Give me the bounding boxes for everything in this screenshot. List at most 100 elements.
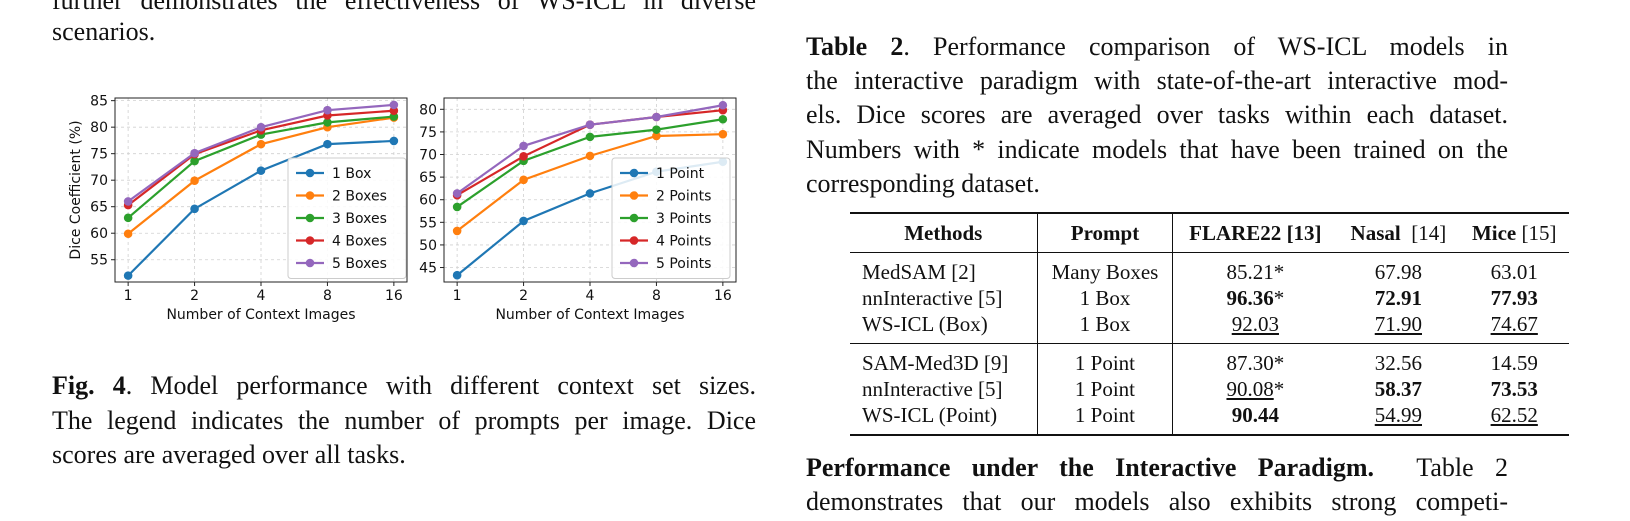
table-row: SAM-Med3D [9] 1 Point 87.30* 32.56 14.59 [850,343,1569,376]
table-caption-line-3: els. Dice scores are averaged over tasks… [806,100,1508,129]
cell-method: SAM-Med3D [9] [850,343,1038,376]
data-point [585,189,595,198]
x-tick-label: 8 [323,288,332,304]
results-table: Methods Prompt FLARE22 [13] Nasal [14] M… [850,212,1569,436]
legend-label: 4 Points [656,234,711,250]
section-heading-line: Performance under the Interactive Paradi… [806,451,1508,485]
x-tick-label: 1 [453,288,462,304]
data-point [123,271,133,280]
y-tick-label: 65 [90,200,108,216]
data-point [190,176,199,186]
y-tick-label: 80 [90,120,108,136]
cell-flare: 92.03 [1231,312,1279,336]
legend-label: 1 Point [656,166,705,182]
x-tick-label: 4 [586,288,595,304]
data-point [652,131,661,141]
data-point [585,151,595,161]
y-tick-label: 70 [90,173,108,189]
section-text-line-2: demonstrates that our models also exhibi… [806,487,1508,516]
table-row: nnInteractive [5] 1 Box 96.36* 72.91 77.… [850,285,1569,311]
x-tick-label: 16 [385,288,403,304]
data-point [190,156,199,166]
legend-marker [305,258,315,268]
cell-nasal: 67.98 [1374,260,1422,284]
cell-mice: 73.53 [1490,377,1538,401]
legend-box [611,157,731,279]
y-tick-label: 50 [419,238,437,254]
x-tick-label: 4 [257,288,266,304]
cell-flare: 87.30* [1226,351,1285,375]
y-tick-label: 75 [419,125,437,141]
legend-marker [305,168,315,178]
figure-4-chart-left: 1 2 4 8 16 55 60 65 70 75 80 85 Number of Context Im… [60,92,420,332]
y-axis-label: Dice Coefficient (%) [68,120,84,259]
x-tick-label: 2 [190,288,199,304]
y-tick-label: 55 [419,215,437,231]
figure-caption-text: . Model performance with different conte… [125,371,756,400]
legend-label: 3 Boxes [332,211,387,227]
cell-flare: 96.36* [1226,286,1285,310]
header-nasal: Nasal [14] [1350,221,1447,245]
cell-prompt: 1 Point [1037,402,1174,435]
data-point [519,152,528,161]
y-tick-label: 55 [90,253,108,269]
data-point [256,139,266,149]
legend-marker [305,236,315,245]
legend-marker [629,236,639,245]
section-heading: Performance under the Interactive Paradi… [806,453,1374,482]
cell-method: WS-ICL (Box) [850,311,1038,344]
data-point [323,118,332,127]
legend-marker [305,213,315,223]
cell-mice: 74.67 [1490,312,1538,336]
section-text: Table 2 [1416,453,1508,482]
cell-method: nnInteractive [5] [850,285,1038,311]
table-caption-line-4: Numbers with * indicate models that have… [806,135,1508,164]
data-point [519,141,528,151]
data-point [718,129,728,139]
data-point [718,100,728,110]
data-point [256,166,266,175]
x-tick-label: 8 [652,288,661,304]
cell-prompt: 1 Box [1037,311,1174,344]
data-point [256,122,266,132]
table-row: WS-ICL (Point) 1 Point 90.44 54.99 62.52 [850,402,1569,435]
cell-nasal: 58.37 [1374,377,1422,401]
data-point [452,270,462,280]
data-point [323,105,332,115]
data-point [190,148,199,158]
legend-marker [629,168,639,178]
y-tick-label: 60 [419,193,437,209]
legend-label: 3 Points [656,211,711,227]
x-tick-label: 1 [124,288,133,304]
y-tick-label: 85 [90,94,108,110]
cell-prompt: 1 Box [1037,285,1174,311]
cell-mice: 62.52 [1490,403,1538,427]
legend-label: 5 Boxes [332,256,387,272]
table-caption-line-1: Table 2. Performance comparison of WS-IC… [806,30,1508,64]
table-row: MedSAM [2] Many Boxes 85.21* 67.98 63.01 [850,252,1569,285]
y-tick-label: 45 [419,261,437,277]
y-tick-label: 70 [419,148,437,164]
data-point [652,125,661,134]
cell-mice: 63.01 [1490,260,1538,284]
cell-method: nnInteractive [5] [850,376,1038,402]
figure-caption-line-1: Fig. 4. Model performance with different… [52,369,756,403]
data-point [190,204,199,214]
cell-flare: 90.44 [1231,403,1279,427]
data-point [123,213,133,223]
figure-caption-line-2: The legend indicates the number of promp… [52,406,756,435]
legend-marker [629,258,639,268]
body-text-line-1: further demonstrates the effectiveness o… [52,0,756,15]
table-label: Table 2 [806,32,904,61]
cell-prompt: 1 Point [1037,376,1174,402]
cell-method: MedSAM [2] [850,252,1038,285]
table-caption-line-2: the interactive paradigm with state-of-t… [806,66,1508,95]
cell-prompt: Many Boxes [1037,252,1174,285]
chart-points-svg: 1 2 4 8 16 45 50 55 60 65 70 75 80 Number of Context … [419,97,737,323]
header-prompt: Prompt [1037,213,1174,253]
cell-nasal: 71.90 [1374,312,1422,336]
cell-method: WS-ICL (Point) [850,402,1038,435]
legend-box [287,157,407,279]
table-caption-line-5: corresponding dataset. [806,169,1040,198]
legend-marker [629,191,639,200]
